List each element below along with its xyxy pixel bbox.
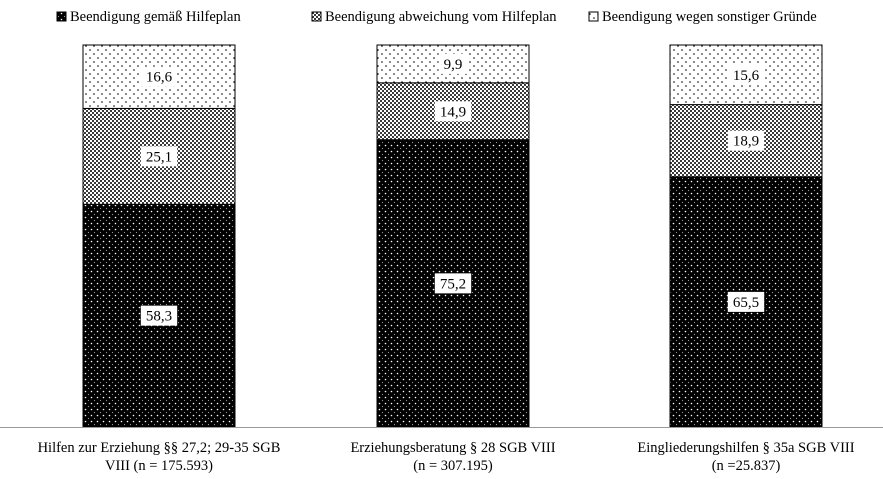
- data-label: 25,1: [146, 149, 172, 165]
- data-label-box: [140, 305, 178, 326]
- category-label: Hilfen zur Erziehung §§ 27,2; 29-35 SGB: [38, 440, 281, 456]
- data-label-box: [140, 66, 178, 87]
- legend-swatch: [56, 11, 67, 22]
- data-label: 18,9: [733, 134, 759, 150]
- data-label: 58,3: [146, 309, 172, 325]
- data-label-box: [434, 273, 472, 294]
- legend-label: Beendigung wegen sonstiger Gründe: [602, 9, 817, 25]
- data-label-box: [727, 64, 765, 85]
- legend-label: Beendigung abweichung vom Hilfeplan: [325, 9, 557, 25]
- data-label: 14,9: [440, 104, 466, 120]
- category-label: Eingliederungshilfen § 35a SGB VIII: [637, 440, 854, 456]
- data-label-box: [727, 130, 765, 151]
- data-label: 9,9: [444, 57, 463, 73]
- category-label: (n =25.837): [712, 458, 781, 474]
- legend-swatch: [588, 11, 599, 22]
- bar-segment-2-cat-1: [82, 107, 236, 205]
- legend-label: Beendigung gemäß Hilfeplan: [70, 9, 241, 25]
- data-label-box: [438, 53, 468, 74]
- data-label: 16,6: [146, 70, 173, 86]
- data-label: 75,2: [440, 276, 466, 292]
- legend: Beendigung gemäß Hilfeplan Beendigung abw…: [56, 9, 817, 25]
- category-label: (n = 307.195): [413, 458, 493, 474]
- data-label-box: [140, 146, 178, 167]
- data-label-box: [434, 101, 472, 122]
- data-label: 65,5: [733, 295, 759, 311]
- category-labels: Hilfen zur Erziehung §§ 27,2; 29-35 SGB V…: [38, 440, 855, 474]
- data-label: 15,6: [733, 68, 760, 84]
- category-label: Erziehungsberatung § 28 SGB VIII: [350, 440, 555, 456]
- legend-swatch: [311, 11, 322, 22]
- bars: 58,3 25,1 16,6 75,2 14,9 9,9 65,5 18,9 15,6: [82, 44, 823, 428]
- category-label: VIII (n = 175.593): [105, 458, 213, 474]
- data-label-box: [727, 291, 765, 312]
